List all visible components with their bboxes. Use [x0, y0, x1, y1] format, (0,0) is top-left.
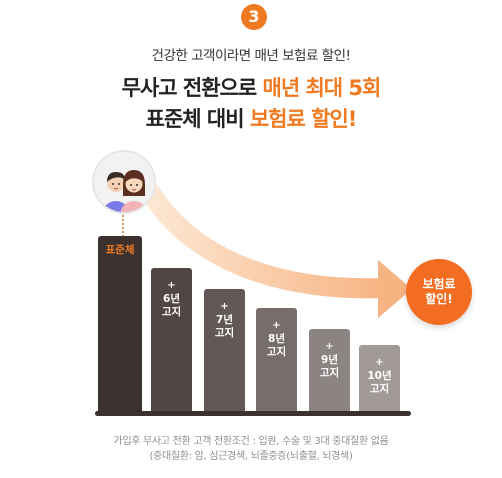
- bar-standard: 표준체: [98, 236, 142, 413]
- bar-10-year-line2: 고지: [369, 383, 390, 395]
- subtitle: 건강한 고객이라면 매년 보험료 할인!: [151, 48, 351, 64]
- headline-line-1: 무사고 전환으로 매년 최대 5회: [0, 72, 502, 102]
- footnote-line-2: (중대질환: 암, 심근경색, 뇌졸중증(뇌출혈, 뇌경색): [149, 451, 353, 462]
- bar-8-year-plus: +: [272, 320, 281, 331]
- bar-9-year-line1: 9년: [321, 354, 338, 366]
- bar-6-year-plus: +: [167, 280, 176, 291]
- headline-line-1-prefix: 무사고 전환으로: [121, 76, 263, 100]
- bar-7-year-line2: 고지: [214, 327, 235, 339]
- bubble-line2: 할인!: [425, 292, 453, 306]
- bar-9-year-plus: +: [325, 341, 334, 352]
- bar-9-year-line2: 고지: [319, 367, 340, 379]
- discount-bubble: 보험료 할인!: [406, 259, 472, 325]
- bar-9-year: + 9년 고지: [309, 329, 350, 413]
- bar-7-year-line1: 7년: [216, 314, 233, 326]
- avatar-connector-line: [122, 215, 124, 237]
- chart-baseline: [95, 411, 411, 416]
- headline-line-2: 표준체 대비 보험료 할인!: [0, 103, 502, 133]
- headline-line-2-prefix: 표준체 대비: [145, 107, 250, 131]
- step-number-badge: 3: [241, 4, 267, 30]
- bar-10-year-plus: +: [375, 357, 384, 368]
- bar-6-year-line2: 고지: [161, 306, 182, 318]
- couple-avatar-icon: [102, 170, 148, 212]
- bar-6-year-line1: 6년: [163, 293, 180, 305]
- bar-6-year: + 6년 고지: [151, 268, 192, 413]
- bar-7-year-plus: +: [220, 301, 229, 312]
- bar-10-year: + 10년 고지: [359, 345, 400, 413]
- bubble-line1: 보험료: [422, 277, 456, 291]
- headline-line-1-highlight: 매년 최대 5회: [262, 76, 382, 100]
- bar-standard-label: 표준체: [105, 244, 135, 256]
- bar-8-year: + 8년 고지: [256, 308, 297, 413]
- bar-8-year-line1: 8년: [268, 333, 285, 345]
- customer-avatar: [92, 150, 156, 214]
- headline-line-2-highlight: 보험료 할인!: [249, 107, 357, 131]
- bar-7-year: + 7년 고지: [204, 289, 245, 413]
- footnote-line-1: 가입후 무사고 전환 고객 전환조건 : 입원, 수술 및 3대 중대질환 없음: [113, 436, 389, 447]
- bar-10-year-line1: 10년: [367, 370, 392, 382]
- bar-8-year-line2: 고지: [266, 346, 287, 358]
